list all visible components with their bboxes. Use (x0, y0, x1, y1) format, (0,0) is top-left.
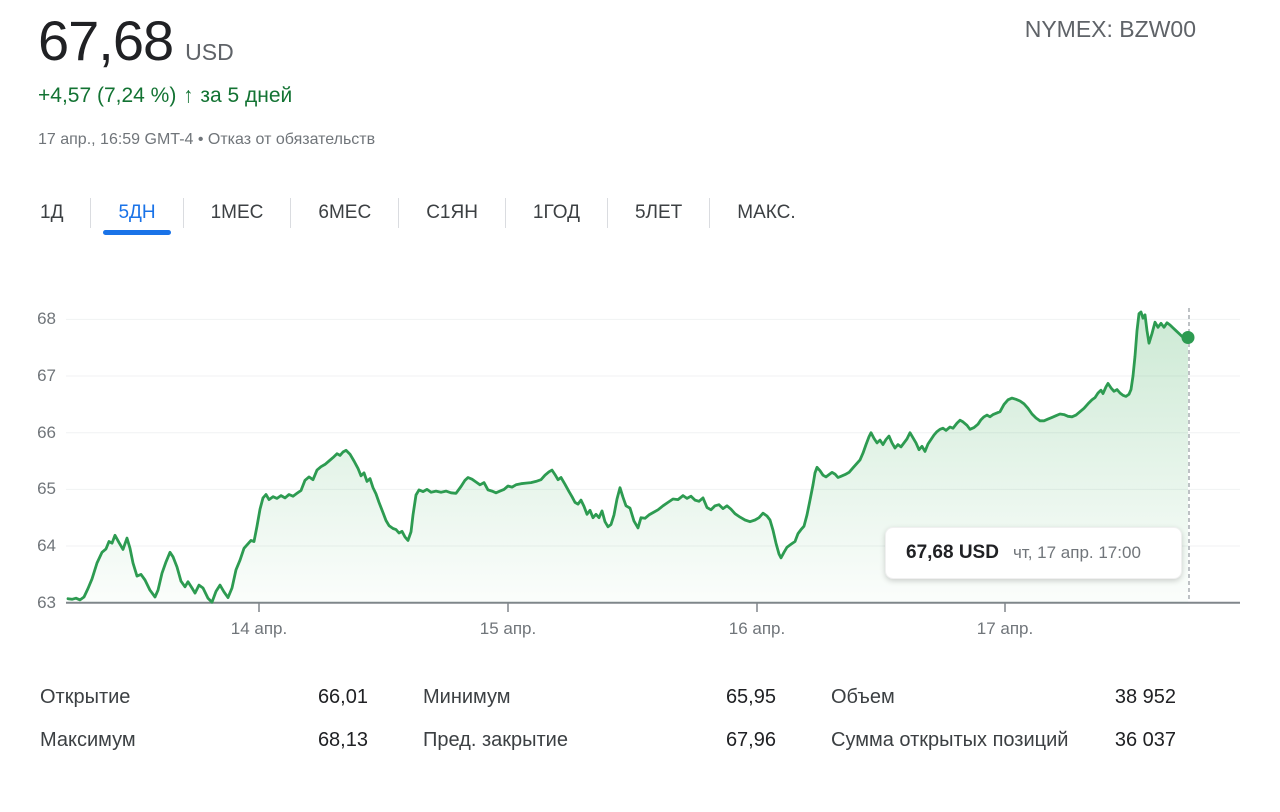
tab-separator (606, 198, 608, 228)
period-tabs: 1Д 5ДН 1МЕС 6МЕС С1ЯН 1ГОД 5ЛЕТ МАКС. (38, 190, 823, 236)
price-change-row: +4,57 (7,24 %) ↑ за 5 дней (38, 83, 293, 108)
chart-tooltip: 67,68 USD чт, 17 апр. 17:00 (885, 527, 1182, 579)
tooltip-time: чт, 17 апр. 17:00 (1012, 543, 1141, 562)
stats-column-2: Минимум 65,95 Пред. закрытие 67,96 (423, 676, 776, 762)
x-axis-label: 15 апр. (479, 619, 537, 638)
last-price-dot (1181, 330, 1195, 344)
stat-label: Минимум (423, 686, 511, 708)
stat-row: Минимум 65,95 (423, 676, 776, 719)
tab-separator (90, 198, 92, 228)
arrow-up-icon: ↑ (183, 83, 194, 108)
stat-row: Объем 38 952 (831, 676, 1176, 719)
stat-value: 67,96 (725, 729, 776, 751)
tab-separator (504, 198, 506, 228)
stat-label: Открытие (40, 686, 131, 708)
tab-period-6мес[interactable]: 6МЕС (318, 202, 372, 223)
tab-period-макс.[interactable]: МАКС. (737, 202, 796, 223)
price-change-value: +4,57 (7,24 %) (38, 84, 177, 107)
tab-period-5лет[interactable]: 5ЛЕТ (634, 202, 683, 223)
tab-separator (290, 198, 292, 228)
stats-column-3: Объем 38 952 Сумма открытых позиций 36 037 (831, 676, 1176, 762)
tooltip-price: 67,68 USD (906, 542, 999, 563)
tab-separator (182, 198, 184, 228)
stat-value: 68,13 (317, 729, 368, 751)
stat-label: Пред. закрытие (423, 729, 568, 751)
stat-row: Открытие 66,01 (40, 676, 368, 719)
y-axis-label: 68 (37, 309, 56, 329)
price-change-period: за 5 дней (200, 84, 293, 107)
stats-column-1: Открытие 66,01 Максимум 68,13 (40, 676, 368, 762)
stat-row: Пред. закрытие 67,96 (423, 719, 776, 762)
stat-value: 66,01 (317, 686, 368, 708)
y-axis-label: 65 (37, 479, 56, 499)
stat-label: Сумма открытых позиций (831, 729, 1069, 751)
quote-timestamp-disclaimer: 17 апр., 16:59 GMT-4 • Отказ от обязател… (38, 131, 376, 148)
stat-row: Сумма открытых позиций 36 037 (831, 719, 1176, 762)
tab-period-1год[interactable]: 1ГОД (532, 202, 580, 223)
stat-value: 36 037 (1114, 729, 1176, 751)
tab-separator (398, 198, 400, 228)
y-axis-label: 63 (37, 592, 56, 612)
exchange-ticker: NYMEX: BZW00 (1024, 16, 1196, 42)
tab-period-1мес[interactable]: 1МЕС (210, 202, 264, 223)
price-block: 67,68 USD (38, 10, 234, 72)
stat-row: Максимум 68,13 (40, 719, 368, 762)
stat-value: 38 952 (1114, 686, 1176, 708)
stat-label: Максимум (40, 729, 136, 751)
tab-period-5дн[interactable]: 5ДН (91, 190, 182, 236)
key-stats-table: Открытие 66,01 Максимум 68,13 Минимум 65,95 Пр… (40, 676, 1180, 762)
currency-label: USD (185, 39, 234, 65)
current-price: 67,68 (38, 9, 174, 72)
y-axis-label: 66 (37, 422, 56, 442)
stat-label: Объем (831, 686, 895, 708)
tab-separator (709, 198, 711, 228)
y-axis-label: 64 (37, 536, 56, 556)
price-line (66, 310, 1190, 604)
stat-value: 65,95 (725, 686, 776, 708)
tab-period-с1ян[interactable]: С1ЯН (426, 202, 478, 223)
x-axis-label: 14 апр. (230, 619, 288, 638)
x-axis-label: 17 апр. (976, 619, 1034, 638)
tab-period-1д[interactable]: 1Д (40, 202, 64, 223)
y-axis-label: 67 (37, 366, 56, 386)
x-axis-label: 16 апр. (728, 619, 786, 638)
